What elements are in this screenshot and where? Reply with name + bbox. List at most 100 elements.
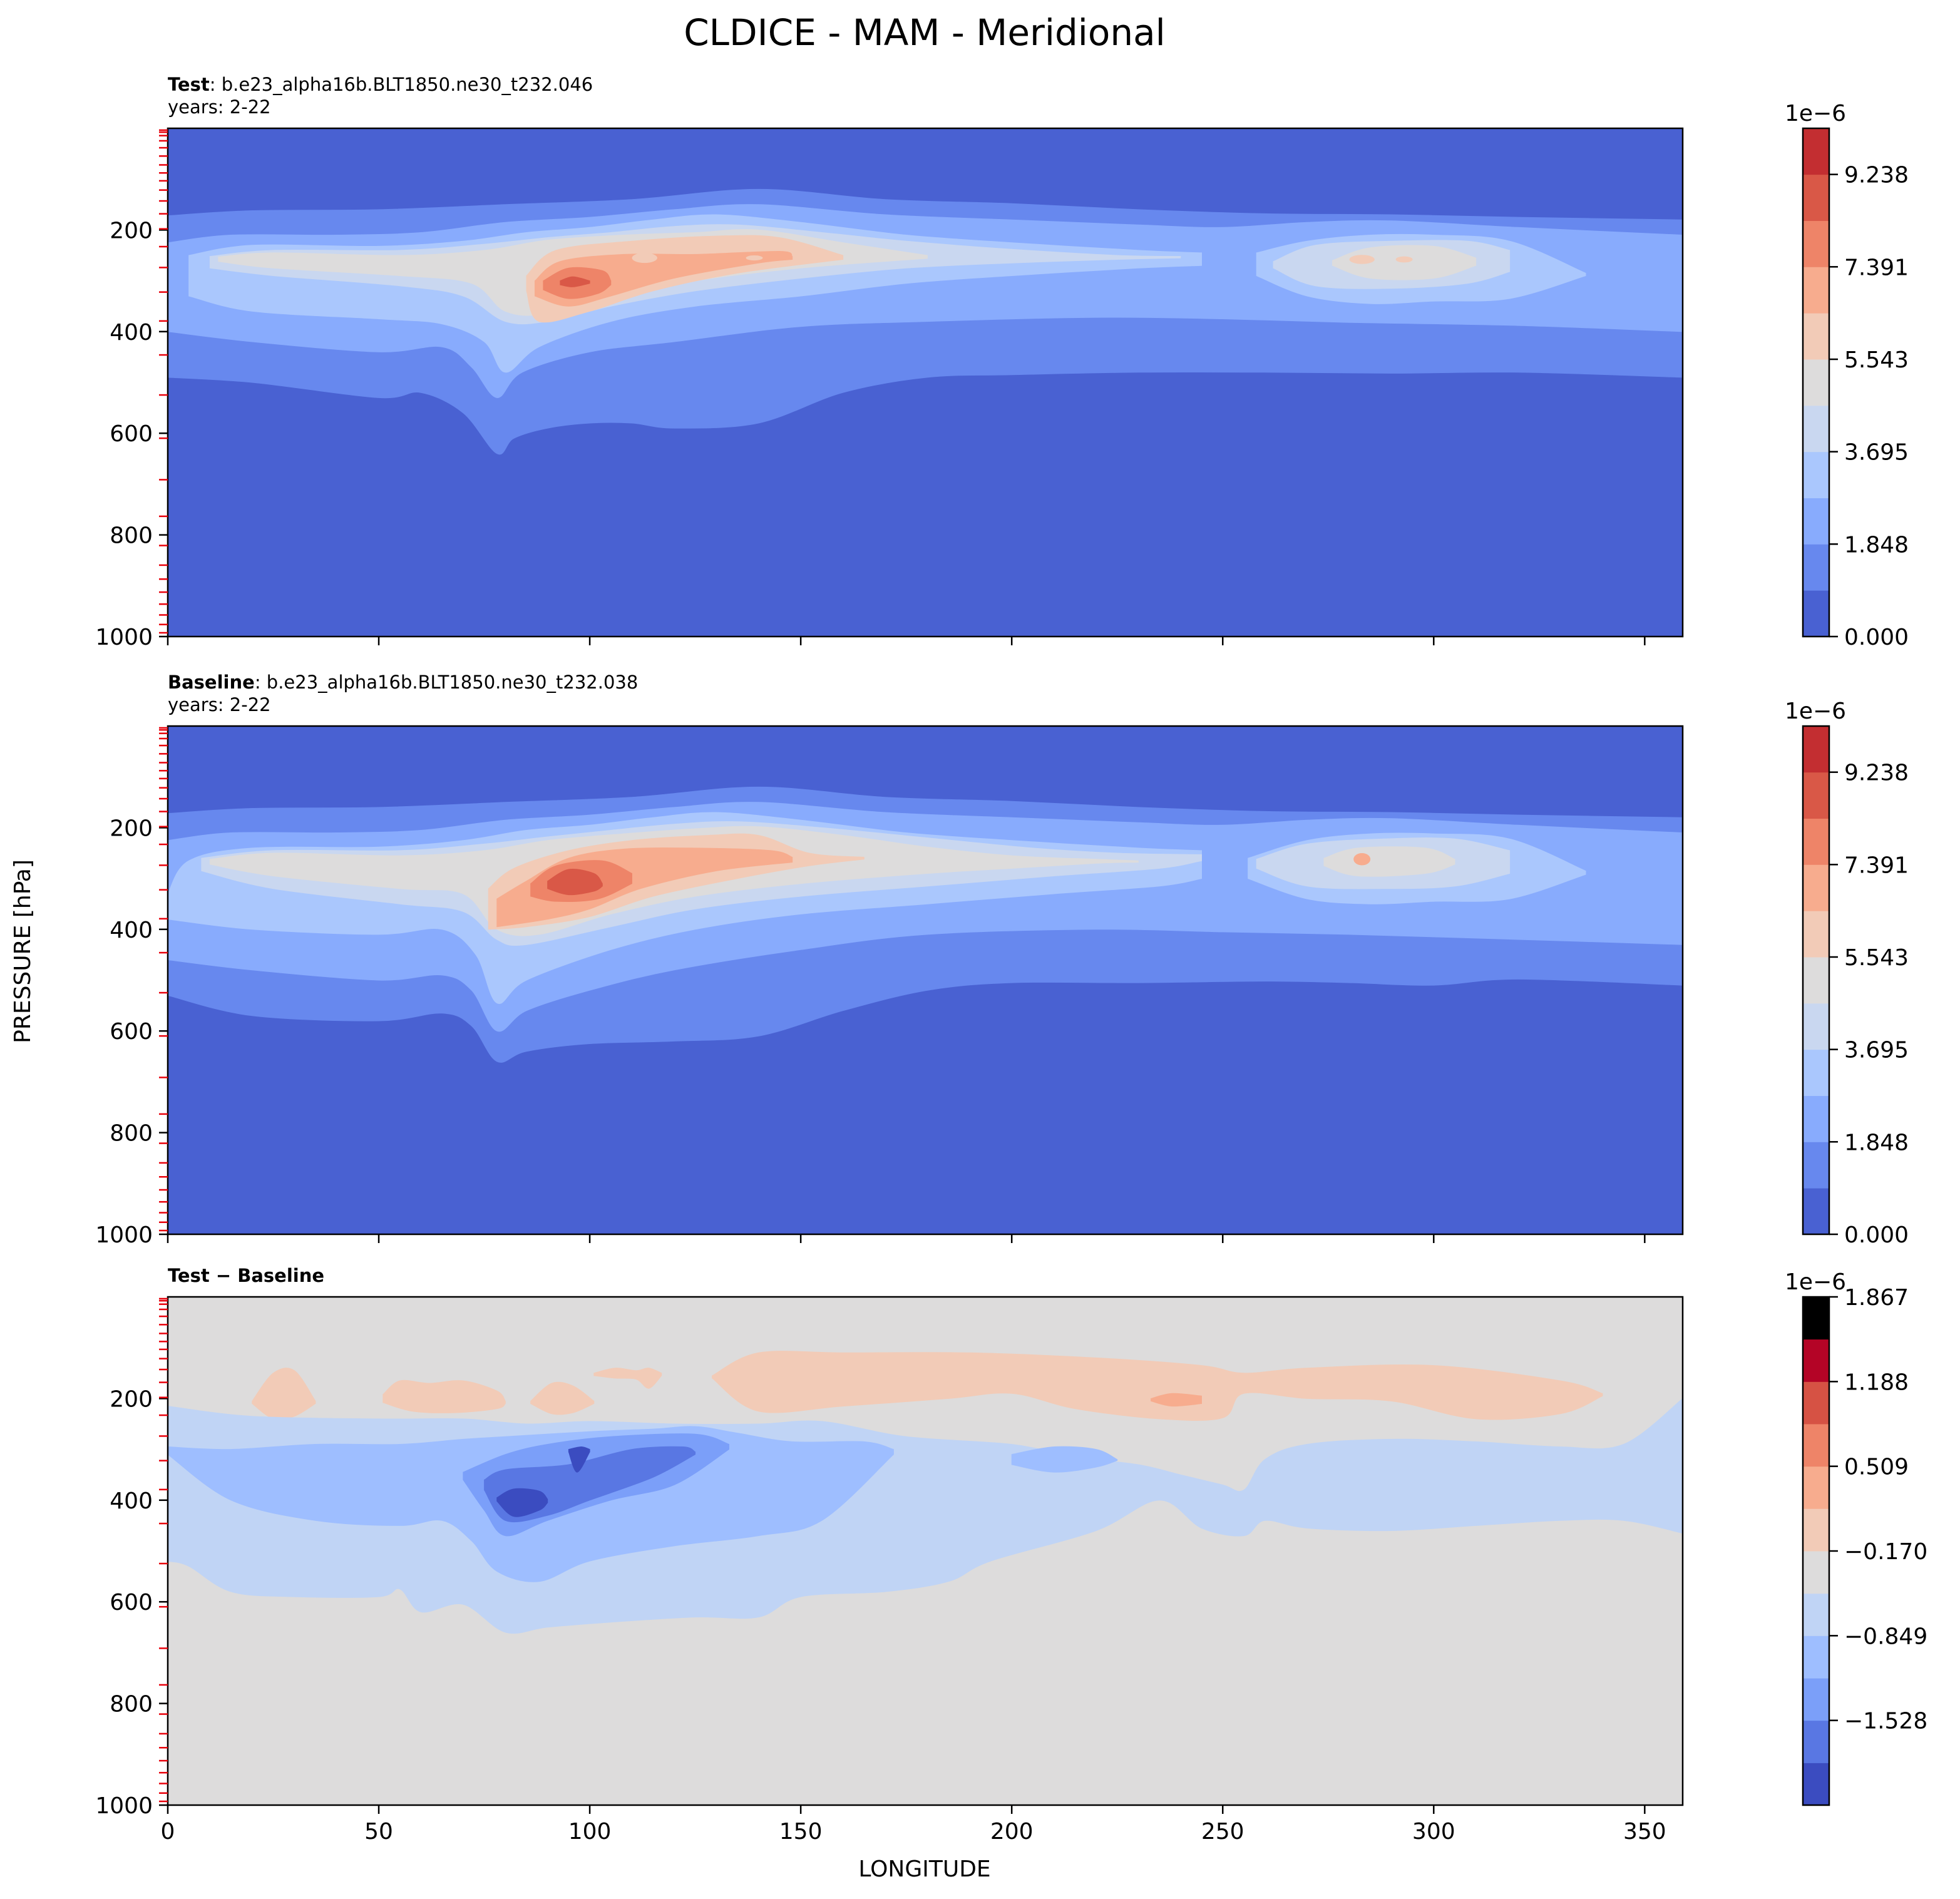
colorbar-tick-label: 1.848 — [1844, 532, 1909, 558]
colorbar-frame — [1802, 725, 1830, 1236]
colorbar-tick-label: 1.867 — [1844, 1285, 1909, 1311]
contour-band-level-9 — [560, 276, 590, 287]
colorbar-segment — [1803, 1763, 1829, 1806]
y-tick-label: 600 — [110, 1019, 153, 1045]
contour-band-level-5 — [1323, 846, 1455, 877]
colorbar-tick-label: −1.528 — [1844, 1709, 1927, 1734]
panel-title-bold: Test — [168, 74, 210, 95]
y-tick-label: 800 — [110, 523, 153, 549]
contour-band-level-6 — [593, 1368, 662, 1389]
contour-band-level-0 — [496, 1488, 548, 1517]
y-axis-label: PRESSURE [hPa] — [10, 859, 36, 1043]
colorbar-segment — [1803, 359, 1829, 406]
colorbar-segment — [1803, 544, 1829, 591]
panel-title: Baseline: b.e23_alpha16b.BLT1850.ne30_t2… — [168, 672, 638, 693]
panel-subtitle: years: 2-22 — [168, 96, 271, 118]
contour-field — [168, 726, 1683, 1234]
colorbar-frame — [1802, 127, 1830, 638]
panel-diff: Test − Baseline 200 400 600 800 1000 0 50 100 150… — [95, 1265, 1927, 1845]
colorbar-exponent: 1e−6 — [1785, 101, 1846, 126]
contour-spot-level-6 — [746, 255, 763, 261]
colorbar-tick-label: 9.238 — [1844, 163, 1909, 188]
colorbar-tick-label: 1.188 — [1844, 1369, 1909, 1395]
y-tick-label: 800 — [110, 1121, 153, 1147]
x-tick-label: 150 — [779, 1819, 823, 1845]
contour-band-level-9 — [547, 869, 603, 896]
x-tick-label: 50 — [364, 1819, 393, 1845]
colorbar-baseline: 0.000 1.848 3.695 5.543 7.391 9.238 1e−6 — [1785, 699, 1909, 1248]
colorbar-tick-label: 7.391 — [1844, 852, 1909, 878]
colorbar-tick-label: −0.849 — [1844, 1624, 1927, 1649]
colorbar-segment — [1803, 267, 1829, 314]
contour-spot-level-6 — [632, 252, 657, 264]
colorbar-tick-label: −0.170 — [1844, 1539, 1927, 1565]
colorbar-tick-label: 3.695 — [1844, 1038, 1909, 1063]
colorbar-segment — [1803, 1003, 1829, 1050]
colorbar-segment — [1803, 220, 1829, 267]
colorbar-segment — [1803, 1095, 1829, 1142]
panel-title-bold: Test − Baseline — [168, 1265, 324, 1286]
x-tick-label: 0 — [161, 1819, 175, 1845]
contour-field — [168, 128, 1683, 637]
panel-test: Test: b.e23_alpha16b.BLT1850.ne30_t232.0… — [95, 74, 1909, 650]
plot-frame — [167, 725, 1684, 1236]
y-tick-label: 400 — [110, 918, 153, 943]
x-tick-label: 200 — [990, 1819, 1034, 1845]
colorbar-tick-label: 3.695 — [1844, 440, 1909, 466]
colorbar-segment — [1803, 1297, 1829, 1340]
colorbar-segment — [1803, 1188, 1829, 1235]
contour-band-level-6 — [712, 1351, 1603, 1421]
colorbar-segment — [1803, 1720, 1829, 1763]
panel-title: Test − Baseline — [168, 1265, 324, 1286]
colorbar-tick-label: 1.848 — [1844, 1130, 1909, 1155]
colorbar-tick-label: 0.000 — [1844, 1222, 1909, 1248]
colorbar-segment — [1803, 128, 1829, 175]
panel-title-rest: : b.e23_alpha16b.BLT1850.ne30_t232.046 — [210, 74, 593, 95]
plot-frame — [167, 1296, 1684, 1806]
y-tick-label: 1000 — [95, 1222, 153, 1248]
colorbar-test: 0.000 1.848 3.695 5.543 7.391 9.238 1e−6 — [1785, 101, 1909, 650]
contour-band-level-3 — [1011, 1446, 1118, 1473]
colorbar-segment — [1803, 956, 1829, 1004]
colorbar-segment — [1803, 174, 1829, 222]
panel-subtitle: years: 2-22 — [168, 694, 271, 715]
panel-baseline: Baseline: b.e23_alpha16b.BLT1850.ne30_t2… — [95, 672, 1909, 1248]
y-tick-label: 200 — [110, 816, 153, 841]
contour-band-level-6 — [382, 1379, 506, 1413]
colorbar-segment — [1803, 911, 1829, 958]
y-tick-label: 800 — [110, 1692, 153, 1717]
contour-band-level-7 — [1151, 1393, 1202, 1407]
y-tick-label: 200 — [110, 218, 153, 243]
y-tick-label: 1000 — [95, 1793, 153, 1819]
colorbar-segment — [1803, 313, 1829, 360]
colorbar-segment — [1803, 1635, 1829, 1679]
figure-title: CLDICE - MAM - Meridional — [684, 11, 1166, 54]
panel-title-rest: : b.e23_alpha16b.BLT1850.ne30_t232.038 — [255, 672, 638, 693]
colorbar-segment — [1803, 818, 1829, 865]
contour-band-level-5 — [1332, 245, 1477, 280]
colorbar-segment — [1803, 864, 1829, 911]
colorbar-segment — [1803, 1466, 1829, 1509]
colorbar-exponent: 1e−6 — [1785, 1269, 1846, 1295]
colorbar-segment — [1803, 1551, 1829, 1594]
colorbar-segment — [1803, 590, 1829, 637]
contour-band-level-6 — [530, 1381, 595, 1415]
y-tick-label: 600 — [110, 1590, 153, 1615]
colorbar-segment — [1803, 498, 1829, 545]
y-tick-label: 600 — [110, 421, 153, 447]
colorbar-segment — [1803, 1508, 1829, 1552]
contour-field — [168, 1297, 1683, 1805]
x-tick-label: 300 — [1412, 1819, 1455, 1845]
colorbar-exponent: 1e−6 — [1785, 699, 1846, 724]
colorbar-tick-label: 9.238 — [1844, 760, 1909, 786]
colorbar-segment — [1803, 405, 1829, 453]
panel-title-bold: Baseline — [168, 672, 255, 693]
panels: Test: b.e23_alpha16b.BLT1850.ne30_t232.0… — [95, 74, 1927, 1845]
colorbar-segment — [1803, 1142, 1829, 1189]
x-tick-label: 250 — [1201, 1819, 1244, 1845]
colorbar-tick-label: 0.000 — [1844, 625, 1909, 650]
y-tick-label: 1000 — [95, 625, 153, 650]
colorbar-segment — [1803, 772, 1829, 819]
